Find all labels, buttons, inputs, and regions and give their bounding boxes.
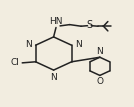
Text: N: N (25, 40, 32, 49)
Text: N: N (75, 40, 82, 49)
Text: N: N (97, 47, 103, 56)
Text: Cl: Cl (11, 58, 20, 67)
Text: S: S (86, 20, 93, 30)
Text: N: N (50, 73, 57, 82)
Text: HN: HN (49, 17, 62, 26)
Text: O: O (96, 77, 103, 86)
